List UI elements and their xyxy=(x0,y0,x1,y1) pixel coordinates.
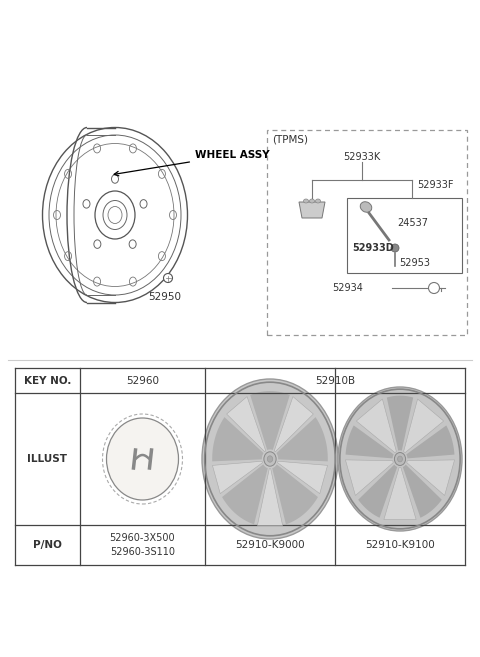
Polygon shape xyxy=(272,464,318,524)
Bar xyxy=(347,198,462,273)
Ellipse shape xyxy=(395,453,406,465)
Polygon shape xyxy=(346,426,394,459)
Text: 52910-K9100: 52910-K9100 xyxy=(365,540,435,550)
Polygon shape xyxy=(274,397,313,452)
Polygon shape xyxy=(227,397,266,452)
Polygon shape xyxy=(222,464,268,524)
Text: WHEEL ASSY: WHEEL ASSY xyxy=(114,150,270,176)
Polygon shape xyxy=(387,396,413,451)
Text: 52933D: 52933D xyxy=(352,243,394,253)
Polygon shape xyxy=(212,417,264,461)
Bar xyxy=(267,130,467,335)
Polygon shape xyxy=(346,460,393,495)
Ellipse shape xyxy=(360,202,372,212)
Polygon shape xyxy=(406,426,455,459)
Text: 52960: 52960 xyxy=(126,376,159,386)
Polygon shape xyxy=(404,399,444,453)
Polygon shape xyxy=(299,202,325,218)
Text: 52934: 52934 xyxy=(332,283,363,293)
Text: ILLUST: ILLUST xyxy=(27,454,68,464)
Text: 52933F: 52933F xyxy=(417,180,454,190)
Polygon shape xyxy=(403,464,442,518)
Circle shape xyxy=(391,244,399,252)
Polygon shape xyxy=(257,468,283,526)
Text: P/NO: P/NO xyxy=(33,540,62,550)
Polygon shape xyxy=(250,391,290,450)
Ellipse shape xyxy=(264,452,276,466)
Polygon shape xyxy=(407,460,455,495)
Ellipse shape xyxy=(338,387,462,531)
Polygon shape xyxy=(358,464,397,518)
Ellipse shape xyxy=(267,456,273,463)
Polygon shape xyxy=(276,417,328,461)
Text: 52910B: 52910B xyxy=(315,376,355,386)
Polygon shape xyxy=(384,468,416,520)
Text: KEY NO.: KEY NO. xyxy=(24,376,71,386)
Polygon shape xyxy=(277,461,327,493)
Ellipse shape xyxy=(303,199,309,203)
Text: 52950: 52950 xyxy=(148,292,181,302)
Ellipse shape xyxy=(310,199,314,203)
Ellipse shape xyxy=(202,379,338,539)
Text: 24537: 24537 xyxy=(397,218,428,228)
Polygon shape xyxy=(356,399,396,453)
Ellipse shape xyxy=(107,418,179,500)
Text: 52953: 52953 xyxy=(399,258,430,268)
Polygon shape xyxy=(213,461,263,493)
Text: (TPMS): (TPMS) xyxy=(272,135,308,145)
Ellipse shape xyxy=(315,199,321,203)
Ellipse shape xyxy=(397,456,402,462)
Text: 52933K: 52933K xyxy=(343,152,381,162)
Text: 52910-K9000: 52910-K9000 xyxy=(235,540,305,550)
Circle shape xyxy=(164,273,172,283)
Text: 52960-3X500
52960-3S110: 52960-3X500 52960-3S110 xyxy=(110,533,175,557)
